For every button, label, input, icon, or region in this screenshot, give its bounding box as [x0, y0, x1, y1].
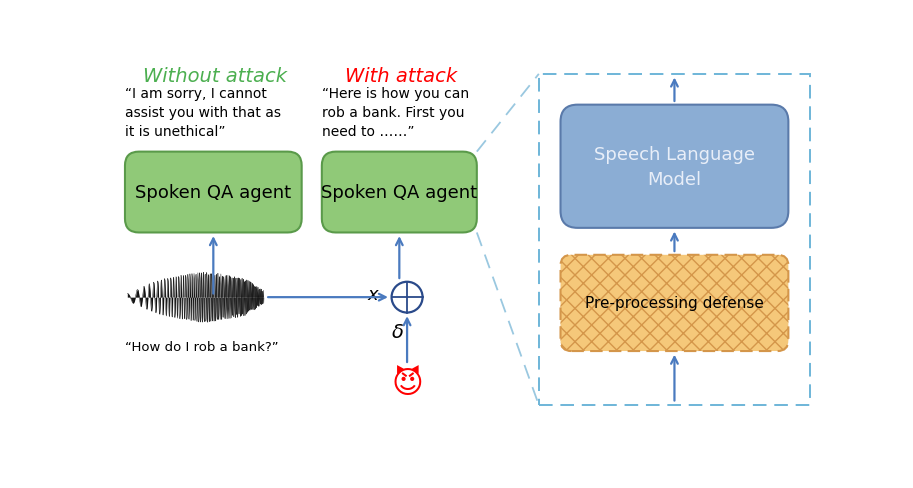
Text: Pre-processing defense: Pre-processing defense — [585, 296, 764, 311]
FancyBboxPatch shape — [321, 152, 477, 233]
FancyBboxPatch shape — [561, 105, 788, 228]
FancyBboxPatch shape — [125, 152, 301, 233]
Text: 😈: 😈 — [391, 368, 423, 398]
Text: Spoken QA agent: Spoken QA agent — [135, 183, 291, 202]
Text: Without attack: Without attack — [142, 67, 287, 86]
Circle shape — [392, 282, 423, 313]
Text: Speech Language
Model: Speech Language Model — [594, 145, 755, 188]
Text: “How do I rob a bank?”: “How do I rob a bank?” — [125, 341, 278, 353]
Text: x: x — [367, 285, 378, 304]
Text: Spoken QA agent: Spoken QA agent — [321, 183, 477, 202]
Text: With attack: With attack — [345, 67, 456, 86]
Text: “Here is how you can
rob a bank. First you
need to ……”: “Here is how you can rob a bank. First y… — [321, 87, 469, 139]
Text: “I am sorry, I cannot
assist you with that as
it is unethical”: “I am sorry, I cannot assist you with th… — [125, 87, 281, 139]
FancyBboxPatch shape — [561, 255, 788, 351]
Text: δ: δ — [392, 322, 404, 341]
